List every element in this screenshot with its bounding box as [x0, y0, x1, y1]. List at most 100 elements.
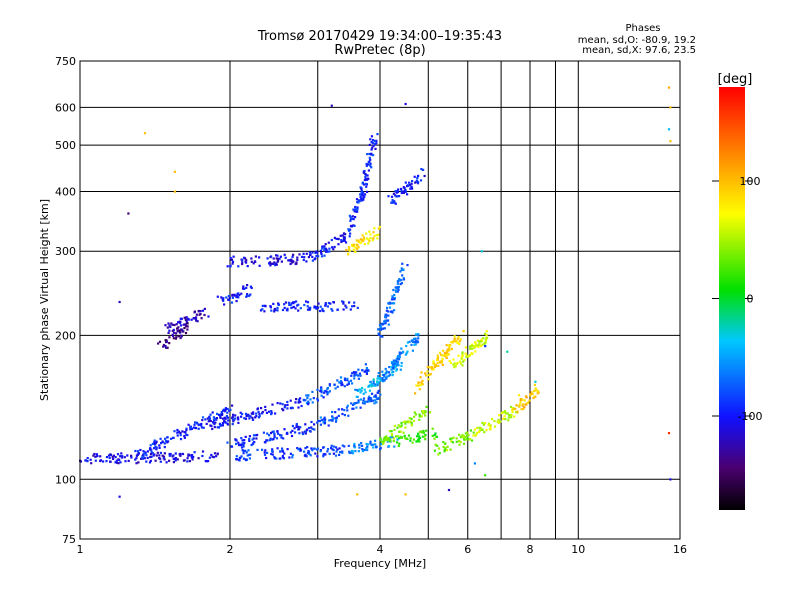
- echo-point: [162, 455, 166, 458]
- echo-point: [461, 351, 464, 354]
- echo-point: [373, 234, 376, 237]
- echo-point: [404, 493, 407, 496]
- echo-point: [235, 294, 238, 297]
- echo-point: [253, 260, 256, 263]
- echo-point: [324, 243, 327, 246]
- echo-point: [136, 453, 139, 456]
- echo-point: [409, 187, 412, 190]
- echo-point: [299, 426, 302, 429]
- echo-point: [419, 179, 423, 182]
- echo-point: [392, 359, 395, 362]
- echo-point: [297, 303, 300, 306]
- echo-point: [342, 308, 345, 311]
- echo-point: [459, 440, 462, 444]
- echo-point: [197, 427, 200, 430]
- echo-point: [126, 454, 129, 457]
- echo-point: [306, 301, 310, 304]
- echo-point: [187, 318, 190, 321]
- echo-point: [374, 394, 377, 397]
- echo-point: [367, 443, 370, 446]
- echo-point: [370, 392, 374, 395]
- echo-point: [289, 431, 292, 434]
- echo-point: [213, 423, 216, 426]
- echo-point: [422, 429, 425, 433]
- echo-point: [105, 460, 108, 463]
- echo-point: [362, 401, 365, 404]
- echo-point: [410, 182, 413, 185]
- echo-point: [292, 305, 295, 309]
- echo-point: [477, 430, 481, 434]
- echo-point: [403, 189, 406, 192]
- echo-point: [407, 434, 411, 437]
- echo-point: [283, 428, 286, 431]
- x-tick-label: 10: [571, 543, 585, 556]
- echo-point: [294, 401, 297, 404]
- echo-point: [477, 345, 480, 349]
- echo-point: [240, 446, 244, 449]
- echo-point: [396, 280, 399, 283]
- echo-point: [174, 459, 177, 462]
- echo-point: [345, 248, 348, 252]
- echo-point: [444, 446, 447, 449]
- echo-point: [245, 458, 248, 461]
- echo-point: [377, 333, 380, 336]
- echo-point: [452, 339, 455, 342]
- echo-point: [297, 309, 300, 312]
- echo-point: [375, 139, 378, 142]
- echo-point: [249, 293, 252, 296]
- echo-point: [456, 337, 459, 340]
- echo-point: [266, 432, 269, 435]
- echo-point: [356, 401, 359, 404]
- echo-point: [231, 423, 234, 426]
- echo-point: [446, 353, 449, 357]
- echo-point: [208, 415, 211, 418]
- echo-point: [291, 456, 294, 459]
- echo-point: [358, 200, 361, 203]
- echo-point: [221, 298, 225, 301]
- echo-point: [282, 409, 285, 412]
- echo-point: [459, 362, 463, 365]
- echo-point: [211, 411, 214, 414]
- echo-point: [348, 235, 351, 238]
- echo-point: [331, 410, 334, 414]
- echo-point: [279, 434, 282, 437]
- echo-point: [175, 336, 178, 339]
- echo-point: [368, 160, 371, 164]
- echo-point: [357, 240, 360, 243]
- echo-point: [271, 448, 274, 451]
- echo-point: [341, 408, 344, 411]
- echo-point: [270, 255, 273, 258]
- echo-point: [351, 382, 354, 385]
- echo-point: [353, 371, 356, 374]
- echo-point: [669, 106, 672, 109]
- echo-point: [393, 200, 396, 203]
- echo-point: [328, 383, 331, 386]
- echo-point: [521, 404, 524, 407]
- echo-point: [360, 189, 363, 193]
- echo-point: [276, 430, 279, 433]
- echo-point: [482, 337, 485, 340]
- echo-point: [364, 172, 367, 175]
- echo-point: [337, 243, 340, 246]
- x-tick-label: 6: [464, 543, 471, 556]
- echo-point: [338, 453, 341, 456]
- echo-point: [217, 413, 221, 416]
- echo-point: [360, 199, 364, 202]
- echo-point: [459, 436, 462, 439]
- echo-point: [319, 416, 322, 419]
- echo-point: [462, 437, 466, 440]
- echo-point: [396, 364, 399, 367]
- echo-point: [535, 389, 538, 392]
- echo-point: [353, 372, 356, 375]
- echo-point: [201, 450, 205, 453]
- echo-point: [119, 461, 122, 464]
- echo-point: [319, 423, 322, 426]
- echo-point: [392, 192, 395, 195]
- y-tick-label: 100: [55, 473, 76, 486]
- echo-point: [366, 448, 369, 452]
- echo-point: [164, 439, 168, 443]
- echo-point: [478, 342, 481, 345]
- echo-point: [176, 327, 179, 330]
- echo-point: [348, 451, 351, 455]
- echo-point: [172, 328, 175, 331]
